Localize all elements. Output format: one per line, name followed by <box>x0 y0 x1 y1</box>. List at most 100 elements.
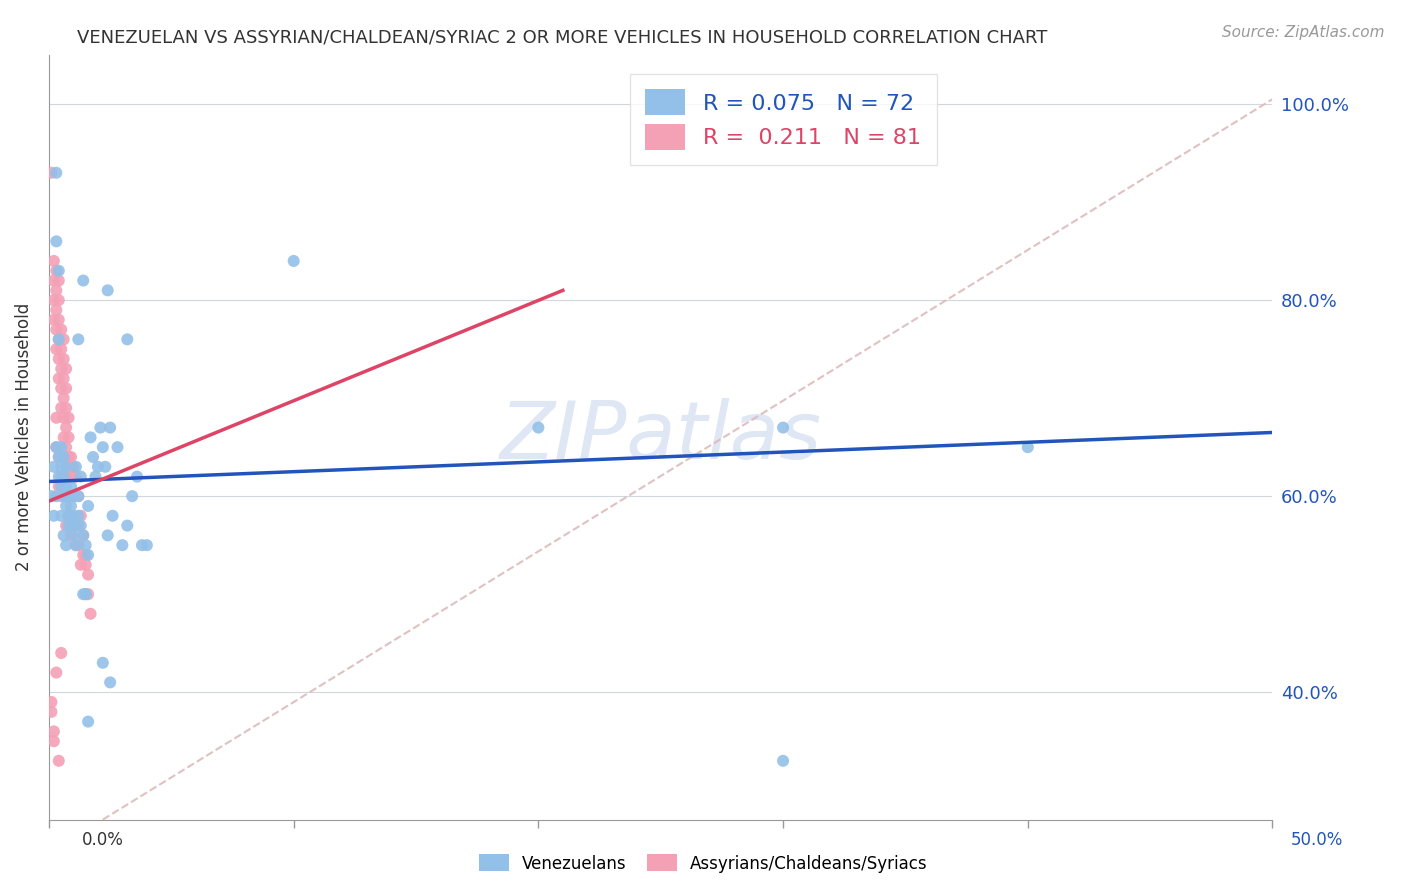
Point <box>45 166 67 180</box>
Point <box>111 538 134 552</box>
Point <box>67 489 90 503</box>
Point <box>121 489 143 503</box>
Point <box>65 459 87 474</box>
Point <box>52 450 75 464</box>
Point <box>45 284 67 298</box>
Point <box>72 548 94 562</box>
Point <box>75 587 97 601</box>
Point <box>48 264 70 278</box>
Point <box>41 166 63 180</box>
Text: 0.0%: 0.0% <box>82 831 124 849</box>
Point <box>84 469 107 483</box>
Point <box>45 264 67 278</box>
Point <box>42 459 65 474</box>
Point <box>42 274 65 288</box>
Point <box>58 469 80 483</box>
Point <box>58 410 80 425</box>
Point <box>55 459 77 474</box>
Point <box>97 284 120 298</box>
Point <box>52 371 75 385</box>
Point <box>79 430 101 444</box>
Point <box>48 754 70 768</box>
Point <box>59 450 82 464</box>
Point <box>59 469 82 483</box>
Point <box>98 675 121 690</box>
Point <box>1017 440 1039 454</box>
Point <box>67 508 90 523</box>
Point <box>48 332 70 346</box>
Point <box>79 607 101 621</box>
Point <box>65 518 87 533</box>
Point <box>52 469 75 483</box>
Point <box>52 430 75 444</box>
Point <box>45 302 67 317</box>
Point <box>91 656 114 670</box>
Point <box>52 410 75 425</box>
Legend: Venezuelans, Assyrians/Chaldeans/Syriacs: Venezuelans, Assyrians/Chaldeans/Syriacs <box>472 847 934 880</box>
Point <box>77 567 100 582</box>
Point <box>55 381 77 395</box>
Point <box>59 489 82 503</box>
Point <box>67 538 90 552</box>
Point <box>62 489 84 503</box>
Point <box>58 508 80 523</box>
Point <box>72 274 94 288</box>
Point <box>107 440 129 454</box>
Point <box>67 489 90 503</box>
Point <box>59 499 82 513</box>
Point <box>75 587 97 601</box>
Point <box>87 459 110 474</box>
Point <box>69 508 91 523</box>
Point <box>772 754 794 768</box>
Point <box>55 459 77 474</box>
Point <box>45 235 67 249</box>
Point <box>58 489 80 503</box>
Point <box>41 489 63 503</box>
Point <box>72 528 94 542</box>
Point <box>94 459 117 474</box>
Point <box>62 489 84 503</box>
Point <box>117 332 139 346</box>
Point <box>48 450 70 464</box>
Y-axis label: 2 or more Vehicles in Household: 2 or more Vehicles in Household <box>15 303 32 572</box>
Point <box>52 469 75 483</box>
Text: ZIPatlas: ZIPatlas <box>499 399 821 476</box>
Point <box>51 361 73 376</box>
Point <box>77 548 100 562</box>
Point <box>75 538 97 552</box>
Point <box>48 450 70 464</box>
Point <box>67 518 90 533</box>
Legend: R = 0.075   N = 72, R =  0.211   N = 81: R = 0.075 N = 72, R = 0.211 N = 81 <box>630 74 936 165</box>
Point <box>58 518 80 533</box>
Point <box>52 528 75 542</box>
Point <box>62 459 84 474</box>
Point <box>55 518 77 533</box>
Point <box>42 293 65 308</box>
Point <box>101 508 124 523</box>
Point <box>52 332 75 346</box>
Point <box>58 508 80 523</box>
Point <box>55 401 77 415</box>
Point <box>59 508 82 523</box>
Point <box>65 518 87 533</box>
Point <box>48 274 70 288</box>
Point <box>45 489 67 503</box>
Point <box>51 508 73 523</box>
Point <box>45 665 67 680</box>
Point <box>125 469 148 483</box>
Point <box>62 528 84 542</box>
Point <box>51 322 73 336</box>
Point <box>62 518 84 533</box>
Point <box>51 440 73 454</box>
Point <box>97 528 120 542</box>
Point <box>51 646 73 660</box>
Point <box>52 351 75 366</box>
Point <box>45 342 67 356</box>
Point <box>98 420 121 434</box>
Point <box>59 528 82 542</box>
Point <box>48 332 70 346</box>
Point <box>89 420 111 434</box>
Point <box>48 293 70 308</box>
Point <box>42 254 65 268</box>
Point <box>55 489 77 503</box>
